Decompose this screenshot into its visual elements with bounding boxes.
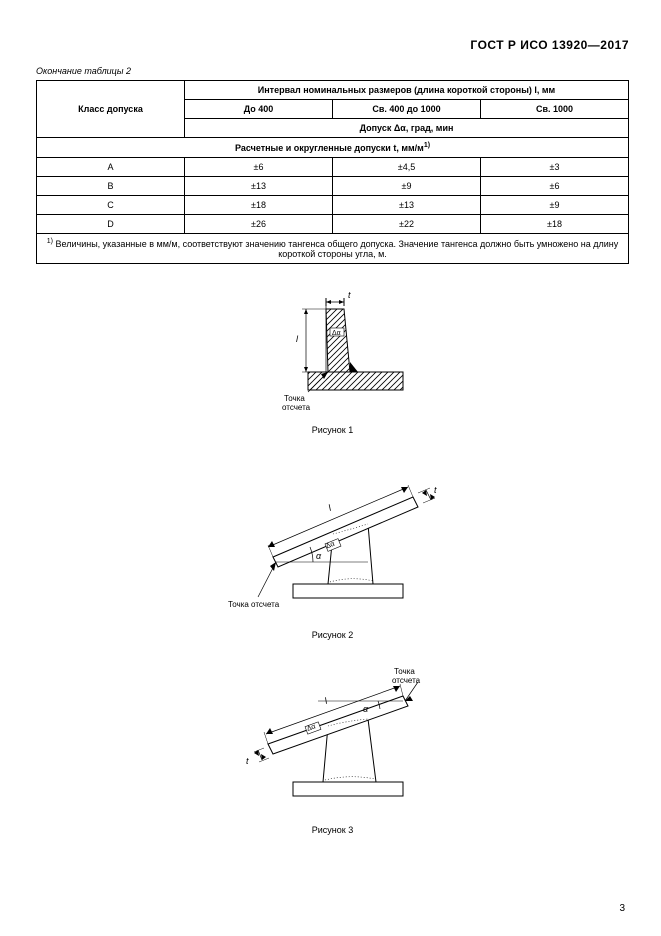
figure-3-caption: Рисунок 3 [36, 825, 629, 835]
cell-val: ±18 [481, 215, 629, 234]
cell-val: ±13 [333, 196, 481, 215]
svg-text:α: α [363, 704, 369, 714]
cell-val: ±4,5 [333, 158, 481, 177]
figure-1-svg: t l Δα Точка отсчета [248, 284, 418, 414]
svg-text:Точка отсчета: Точка отсчета [228, 600, 280, 609]
cell-class: C [37, 196, 185, 215]
table-row: 1) Величины, указанные в мм/м, соответст… [37, 234, 629, 264]
table-row: B ±13 ±9 ±6 [37, 177, 629, 196]
interval-header-text: Интервал номинальных размеров (длина кор… [258, 85, 555, 95]
range-col-2: Св. 1000 [481, 100, 629, 119]
tolerance-label: Допуск Δα, град, мин [185, 119, 629, 138]
class-header: Класс допуска [37, 81, 185, 138]
cell-class: A [37, 158, 185, 177]
cell-val: ±18 [185, 196, 333, 215]
svg-text:l: l [326, 502, 333, 512]
range-col-1: Св. 400 до 1000 [333, 100, 481, 119]
page-number: 3 [619, 903, 625, 914]
cell-val: ±6 [481, 177, 629, 196]
cell-val: ±13 [185, 177, 333, 196]
figure-2-caption: Рисунок 2 [36, 630, 629, 640]
cell-val: ±3 [481, 158, 629, 177]
calc-header-text: Расчетные и округленные допуски t, мм/м [235, 143, 424, 153]
figure-2-svg: α Δα l t Точка [218, 459, 448, 619]
svg-text:Δα: Δα [332, 330, 341, 337]
svg-text:t: t [434, 485, 437, 495]
cell-class: B [37, 177, 185, 196]
table-row: C ±18 ±13 ±9 [37, 196, 629, 215]
doc-id: ГОСТ Р ИСО 13920—2017 [36, 38, 629, 52]
table-caption: Окончание таблицы 2 [36, 66, 629, 76]
svg-text:отсчета: отсчета [392, 676, 421, 685]
svg-text:Точка: Точка [284, 394, 305, 403]
calc-header-sup: 1) [424, 142, 430, 149]
figure-1: t l Δα Точка отсчета Рисунок 1 [36, 284, 629, 435]
table-row: D ±26 ±22 ±18 [37, 215, 629, 234]
svg-text:Точка: Точка [394, 667, 415, 676]
svg-text:отсчета: отсчета [282, 403, 311, 412]
table-row: Расчетные и округленные допуски t, мм/м1… [37, 138, 629, 158]
figure-2: α Δα l t Точка [36, 459, 629, 640]
cell-class: D [37, 215, 185, 234]
figure-3: α Δα l t Точка [36, 664, 629, 835]
svg-text:t: t [246, 756, 249, 766]
footnote-cell: 1) Величины, указанные в мм/м, соответст… [37, 234, 629, 264]
tolerance-table: Класс допуска Интервал номинальных разме… [36, 80, 629, 264]
svg-text:t: t [348, 290, 351, 300]
table-row: Класс допуска Интервал номинальных разме… [37, 81, 629, 100]
svg-text:l: l [323, 695, 329, 705]
cell-val: ±26 [185, 215, 333, 234]
range-col-0: До 400 [185, 100, 333, 119]
cell-val: ±9 [333, 177, 481, 196]
cell-val: ±6 [185, 158, 333, 177]
interval-header: Интервал номинальных размеров (длина кор… [185, 81, 629, 100]
svg-text:l: l [296, 334, 299, 344]
cell-val: ±9 [481, 196, 629, 215]
footnote-text: Величины, указанные в мм/м, соответствую… [53, 239, 618, 259]
figure-1-caption: Рисунок 1 [36, 425, 629, 435]
calc-header: Расчетные и округленные допуски t, мм/м1… [37, 138, 629, 158]
table-row: A ±6 ±4,5 ±3 [37, 158, 629, 177]
figure-3-svg: α Δα l t Точка [228, 664, 438, 814]
svg-text:α: α [316, 551, 322, 561]
cell-val: ±22 [333, 215, 481, 234]
